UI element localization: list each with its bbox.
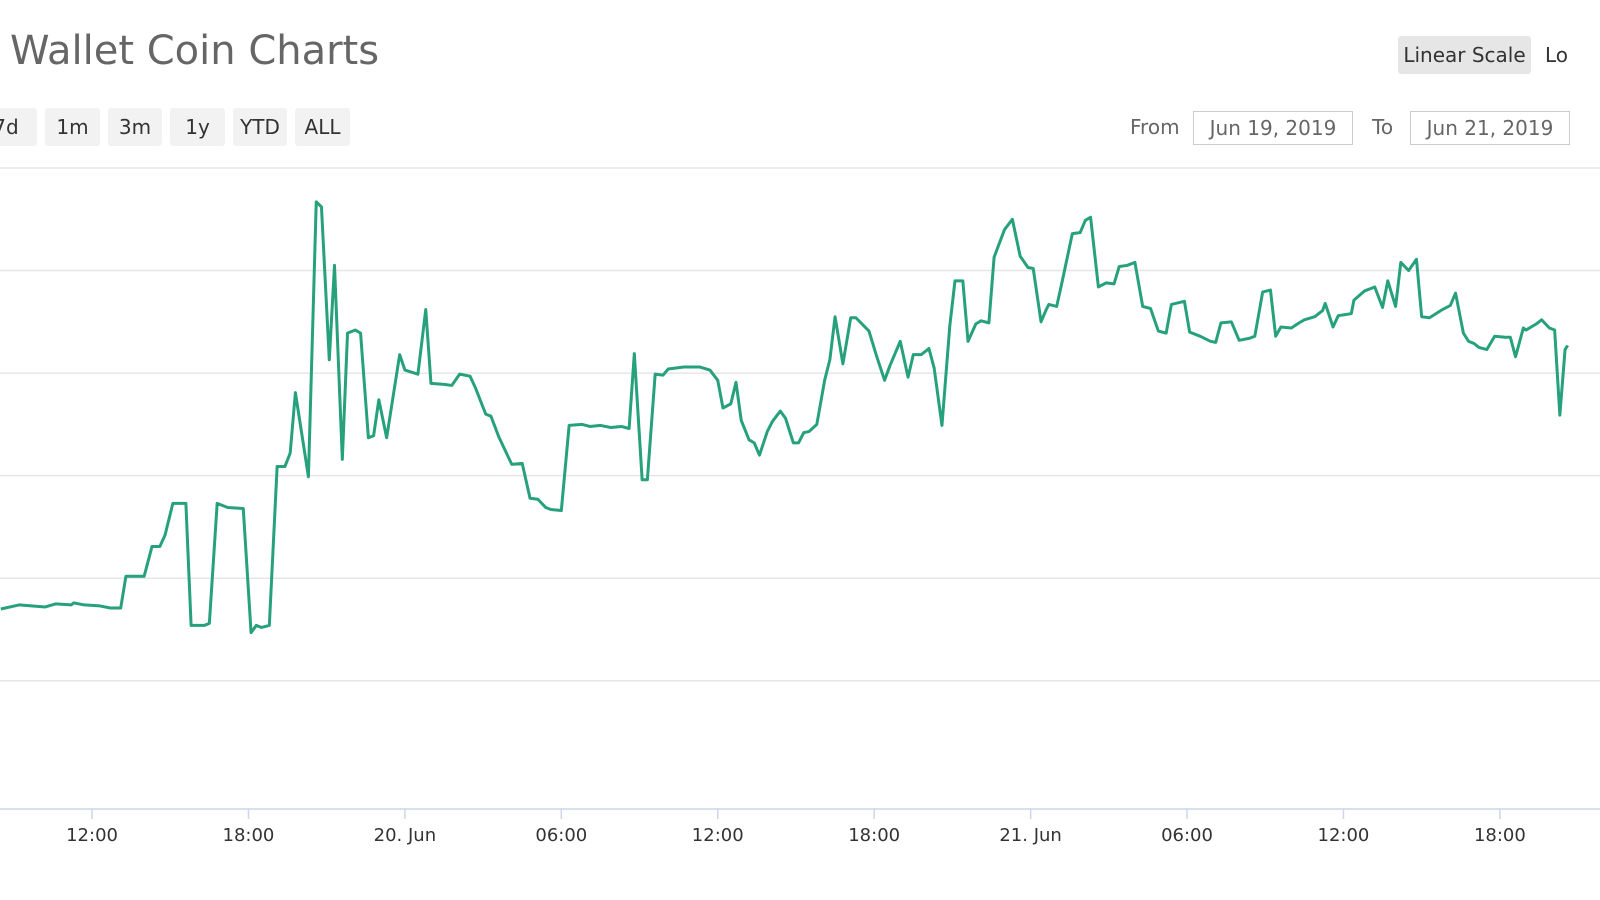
x-tick-label: 06:00 [1161,825,1213,846]
scale-button[interactable]: Lo [1545,43,1569,67]
x-tick-label: 18:00 [223,825,275,846]
x-tick-label: 18:00 [848,825,900,846]
x-tick-label: 20. Jun [374,825,436,846]
x-tick-label: 12:00 [66,825,118,846]
range-button[interactable]: 1y [170,108,225,146]
range-button[interactable]: 3m [108,108,162,146]
from-date-input[interactable]: Jun 19, 2019 [1193,111,1353,145]
price-line [0,200,1569,635]
range-button[interactable]: 1m [45,108,100,146]
to-date-input[interactable]: Jun 21, 2019 [1410,111,1570,145]
range-button[interactable]: YTD [233,108,287,146]
to-label: To [1372,115,1394,139]
range-button[interactable]: 7d [0,108,37,146]
scale-button[interactable]: Linear Scale [1398,36,1531,74]
x-tick-label: 12:00 [692,825,744,846]
x-tick-label: 12:00 [1318,825,1370,846]
range-button[interactable]: ALL [295,108,350,146]
x-tick-label: 21. Jun [999,825,1061,846]
from-label: From [1130,115,1180,139]
x-tick-label: 06:00 [535,825,587,846]
x-tick-label: 18:00 [1474,825,1526,846]
page-title: Wallet Coin Charts [10,28,380,74]
